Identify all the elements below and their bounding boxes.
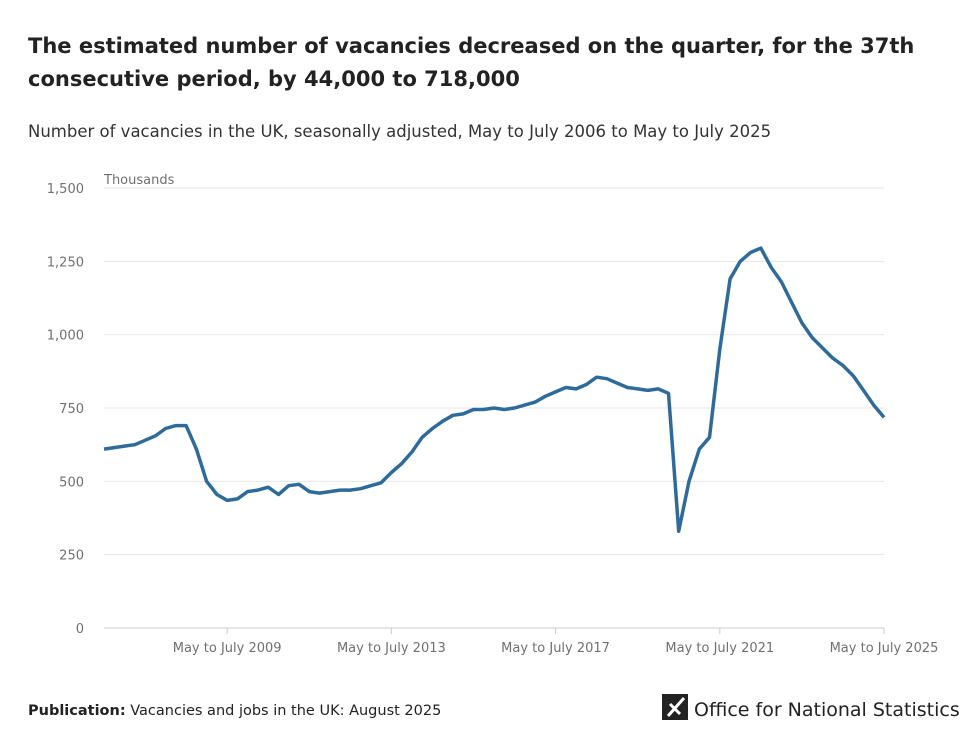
footer: Publication: Vacancies and jobs in the U… bbox=[28, 703, 441, 719]
logo-text: Office for National Statistics bbox=[694, 699, 960, 721]
line bbox=[103, 246, 886, 533]
x-tick-label: May to July 2013 bbox=[337, 641, 446, 656]
chart-subtitle: Number of vacancies in the UK, seasonall… bbox=[28, 122, 771, 141]
y-tick-label: 0 bbox=[76, 622, 84, 637]
footer-text: Vacancies and jobs in the UK: August 202… bbox=[130, 703, 441, 719]
y-axis-label: Thousands bbox=[103, 173, 175, 188]
y-tick-label: 500 bbox=[59, 475, 84, 490]
y-tick-label: 1,250 bbox=[47, 255, 84, 270]
y-tick-label: 1,500 bbox=[47, 182, 84, 197]
x-tick-label: May to July 2017 bbox=[501, 641, 610, 656]
y-tick-label: 250 bbox=[59, 549, 84, 564]
x-tick-label: May to July 2021 bbox=[665, 641, 774, 656]
x-tick-label: May to July 2009 bbox=[173, 641, 282, 656]
x-tick-label: May to July 2025 bbox=[830, 641, 939, 656]
footer-label: Publication: bbox=[28, 703, 126, 719]
logo: Office for National Statistics bbox=[662, 694, 960, 721]
chart-title: The estimated number of vacancies decrea… bbox=[28, 34, 915, 91]
y-tick-label: 1,000 bbox=[47, 329, 84, 344]
logo-mark-detail bbox=[666, 697, 686, 717]
title-box: The estimated number of vacancies decrea… bbox=[28, 34, 915, 91]
y-tick-label: 750 bbox=[59, 402, 84, 417]
